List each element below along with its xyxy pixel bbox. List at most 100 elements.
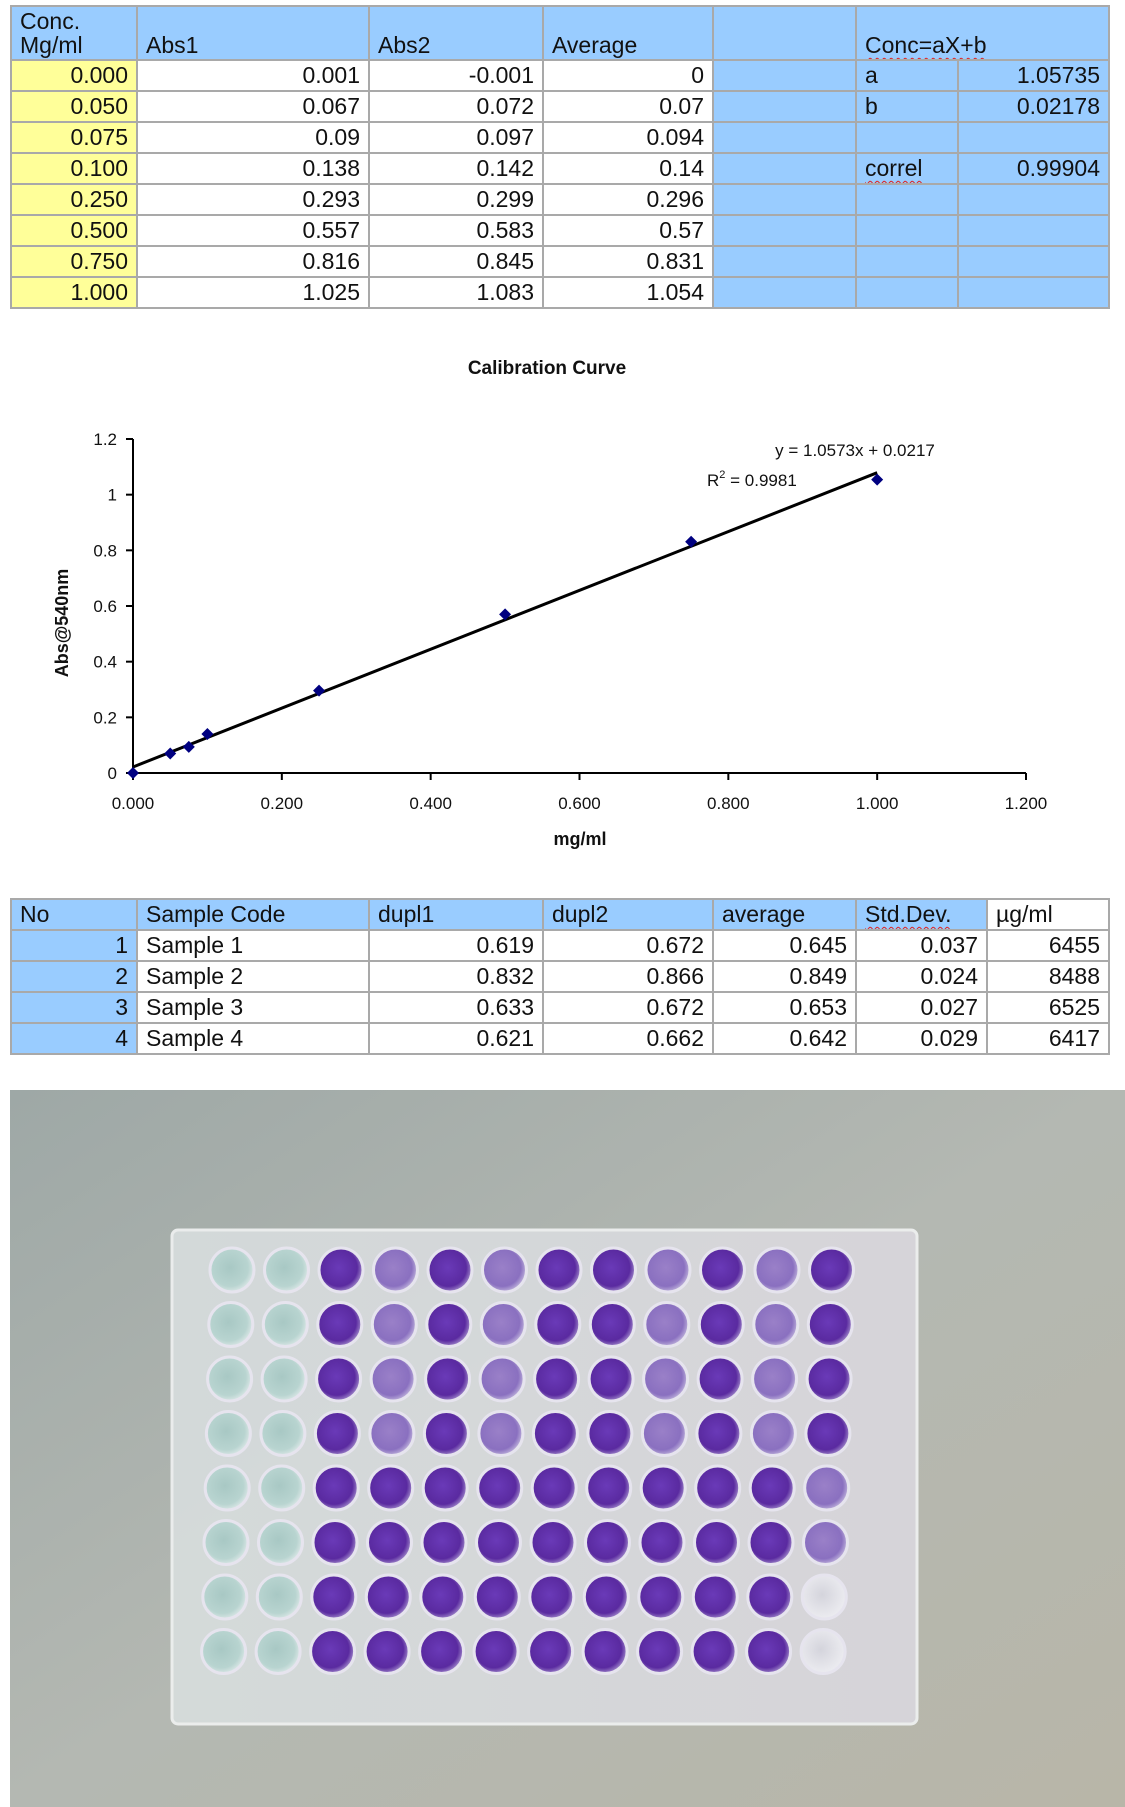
cell-dupl2[interactable]: 0.672 <box>542 991 714 1024</box>
cell-abs2[interactable]: 0.072 <box>368 90 544 123</box>
cell-ug-ml[interactable]: 8488 <box>986 960 1110 993</box>
cell-dupl2[interactable]: 0.672 <box>542 929 714 962</box>
regression-label[interactable]: a <box>855 59 959 92</box>
cell-std-dev[interactable]: 0.027 <box>855 991 988 1024</box>
regression-value[interactable]: 0.99904 <box>956 152 1111 185</box>
cell-conc[interactable]: 0.500 <box>10 214 138 247</box>
cell-abs2[interactable]: 0.845 <box>368 245 544 278</box>
cell-no[interactable]: 1 <box>10 929 138 962</box>
header-no[interactable]: No <box>10 898 138 931</box>
cell-abs1[interactable]: 0.09 <box>136 121 370 154</box>
header-dupl2[interactable]: dupl2 <box>542 898 714 931</box>
cell-conc[interactable]: 0.075 <box>10 121 138 154</box>
cell-empty[interactable] <box>712 152 857 185</box>
header-average[interactable]: average <box>712 898 857 931</box>
header-std-dev[interactable]: Std.Dev. <box>855 898 988 931</box>
cell-dupl1[interactable]: 0.621 <box>368 1022 544 1055</box>
cell-std-dev[interactable]: 0.037 <box>855 929 988 962</box>
cell-average[interactable]: 0.14 <box>542 152 714 185</box>
cell-average[interactable]: 1.054 <box>542 276 714 309</box>
header-empty[interactable] <box>712 5 857 61</box>
cell-average[interactable]: 0.07 <box>542 90 714 123</box>
cell-average[interactable]: 0.57 <box>542 214 714 247</box>
cell-empty[interactable] <box>712 59 857 92</box>
cell-empty[interactable] <box>855 183 959 216</box>
regression-value[interactable]: 0.02178 <box>956 90 1111 123</box>
cell-dupl2[interactable]: 0.866 <box>542 960 714 993</box>
cell-empty[interactable] <box>855 214 959 247</box>
cell-average[interactable]: 0.831 <box>542 245 714 278</box>
cell-empty[interactable] <box>956 214 1111 247</box>
cell-conc[interactable]: 0.100 <box>10 152 138 185</box>
cell-dupl2[interactable]: 0.662 <box>542 1022 714 1055</box>
cell-empty[interactable] <box>956 245 1111 278</box>
cell-average[interactable]: 0.849 <box>712 960 857 993</box>
cell-abs1[interactable]: 0.001 <box>136 59 370 92</box>
plate-well <box>369 1355 417 1403</box>
cell-ug-ml[interactable]: 6455 <box>986 929 1110 962</box>
cell-empty[interactable] <box>712 245 857 278</box>
cell-abs2[interactable]: 1.083 <box>368 276 544 309</box>
header-dupl1[interactable]: dupl1 <box>368 898 544 931</box>
cell-empty[interactable] <box>712 90 857 123</box>
header-abs2[interactable]: Abs2 <box>368 5 544 61</box>
cell-dupl1[interactable]: 0.619 <box>368 929 544 962</box>
cell-dupl1[interactable]: 0.633 <box>368 991 544 1024</box>
cell-sample-code[interactable]: Sample 1 <box>136 929 370 962</box>
cell-abs2[interactable]: -0.001 <box>368 59 544 92</box>
cell-abs1[interactable]: 1.025 <box>136 276 370 309</box>
regression-value[interactable]: 1.05735 <box>956 59 1111 92</box>
cell-no[interactable]: 4 <box>10 1022 138 1055</box>
cell-empty[interactable] <box>712 214 857 247</box>
cell-empty[interactable] <box>855 245 959 278</box>
cell-average[interactable]: 0.296 <box>542 183 714 216</box>
regression-label[interactable]: b <box>855 90 959 123</box>
cell-std-dev[interactable]: 0.029 <box>855 1022 988 1055</box>
cell-std-dev[interactable]: 0.024 <box>855 960 988 993</box>
cell-conc[interactable]: 0.250 <box>10 183 138 216</box>
cell-no[interactable]: 3 <box>10 991 138 1024</box>
cell-empty[interactable] <box>855 121 959 154</box>
cell-abs2[interactable]: 0.583 <box>368 214 544 247</box>
y-tick-label: 0 <box>108 764 117 783</box>
cell-sample-code[interactable]: Sample 3 <box>136 991 370 1024</box>
cell-average[interactable]: 0.645 <box>712 929 857 962</box>
cell-empty[interactable] <box>712 183 857 216</box>
cell-conc[interactable]: 1.000 <box>10 276 138 309</box>
cell-abs2[interactable]: 0.097 <box>368 121 544 154</box>
cell-empty[interactable] <box>712 121 857 154</box>
header-abs1[interactable]: Abs1 <box>136 5 370 61</box>
cell-conc[interactable]: 0.750 <box>10 245 138 278</box>
cell-conc[interactable]: 0.050 <box>10 90 138 123</box>
cell-ug-ml[interactable]: 6525 <box>986 991 1110 1024</box>
cell-average[interactable]: 0.653 <box>712 991 857 1024</box>
cell-average[interactable]: 0.642 <box>712 1022 857 1055</box>
header-conc[interactable]: Conc. Mg/ml <box>10 5 138 61</box>
cell-abs1[interactable]: 0.293 <box>136 183 370 216</box>
plate-well <box>644 1246 692 1294</box>
cell-empty[interactable] <box>712 276 857 309</box>
cell-empty[interactable] <box>855 276 959 309</box>
cell-dupl1[interactable]: 0.832 <box>368 960 544 993</box>
cell-abs1[interactable]: 0.816 <box>136 245 370 278</box>
cell-empty[interactable] <box>956 183 1111 216</box>
header-formula[interactable]: Conc=aX+b <box>854 5 1111 61</box>
regression-label[interactable]: correl <box>855 152 959 185</box>
header-ug-ml[interactable]: µg/ml <box>986 898 1110 931</box>
header-sample-code[interactable]: Sample Code <box>136 898 370 931</box>
cell-no[interactable]: 2 <box>10 960 138 993</box>
cell-abs1[interactable]: 0.557 <box>136 214 370 247</box>
cell-abs1[interactable]: 0.138 <box>136 152 370 185</box>
header-average[interactable]: Average <box>542 5 714 61</box>
cell-empty[interactable] <box>956 121 1111 154</box>
cell-conc[interactable]: 0.000 <box>10 59 138 92</box>
cell-abs2[interactable]: 0.142 <box>368 152 544 185</box>
cell-abs1[interactable]: 0.067 <box>136 90 370 123</box>
cell-average[interactable]: 0 <box>542 59 714 92</box>
cell-sample-code[interactable]: Sample 4 <box>136 1022 370 1055</box>
cell-sample-code[interactable]: Sample 2 <box>136 960 370 993</box>
cell-average[interactable]: 0.094 <box>542 121 714 154</box>
cell-ug-ml[interactable]: 6417 <box>986 1022 1110 1055</box>
cell-empty[interactable] <box>956 276 1111 309</box>
cell-abs2[interactable]: 0.299 <box>368 183 544 216</box>
